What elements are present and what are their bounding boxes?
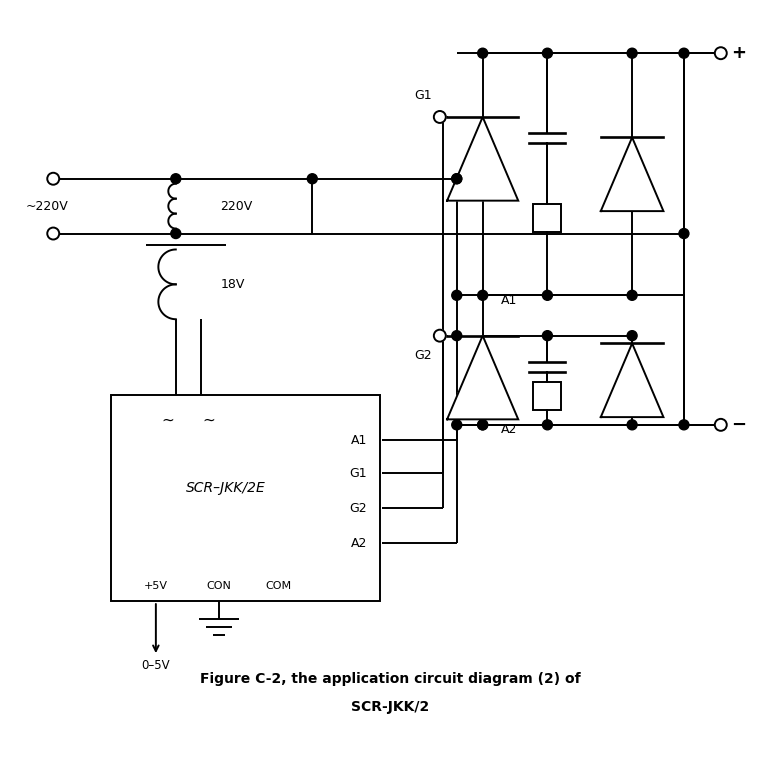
Bar [111, 395, 380, 601]
Text: CON: CON [206, 581, 231, 591]
Text: SCR-JKK/2: SCR-JKK/2 [351, 700, 430, 713]
Circle shape [48, 228, 59, 240]
Text: +5V: +5V [144, 581, 168, 591]
Polygon shape [447, 117, 519, 200]
Text: COM: COM [266, 581, 291, 591]
Text: SCR–JKK/2E: SCR–JKK/2E [186, 481, 266, 495]
Circle shape [715, 47, 727, 59]
Circle shape [543, 49, 552, 58]
Circle shape [451, 174, 462, 184]
Text: ~: ~ [202, 412, 215, 427]
Text: 0–5V: 0–5V [141, 660, 170, 672]
Text: A1: A1 [501, 294, 517, 307]
Circle shape [478, 420, 487, 430]
Circle shape [679, 49, 689, 58]
Circle shape [48, 173, 59, 184]
Text: −: − [731, 416, 747, 434]
Circle shape [679, 420, 689, 430]
Polygon shape [601, 137, 663, 211]
Circle shape [478, 420, 487, 430]
Circle shape [451, 291, 462, 301]
Circle shape [478, 291, 487, 301]
Circle shape [627, 420, 637, 430]
Polygon shape [447, 335, 519, 420]
Text: G1: G1 [349, 467, 367, 480]
Circle shape [451, 174, 462, 184]
Circle shape [679, 228, 689, 238]
Circle shape [627, 331, 637, 341]
Circle shape [451, 331, 462, 341]
Circle shape [543, 420, 552, 430]
Circle shape [543, 291, 552, 301]
Circle shape [451, 420, 462, 430]
Text: A1: A1 [351, 434, 367, 447]
Text: G1: G1 [414, 89, 432, 102]
Text: A2: A2 [351, 537, 367, 550]
Bar [533, 204, 562, 231]
Text: ~: ~ [162, 412, 174, 427]
Circle shape [543, 331, 552, 341]
Circle shape [627, 291, 637, 301]
Text: 220V: 220V [220, 200, 253, 213]
Circle shape [478, 49, 487, 58]
Text: Figure C-2, the application circuit diagram (2) of: Figure C-2, the application circuit diag… [200, 672, 581, 686]
Polygon shape [601, 343, 663, 417]
Bar [533, 383, 562, 411]
Circle shape [171, 228, 180, 238]
Circle shape [433, 329, 446, 342]
Circle shape [715, 419, 727, 431]
Circle shape [627, 49, 637, 58]
Text: G2: G2 [414, 349, 432, 362]
Circle shape [307, 174, 317, 184]
Text: A2: A2 [501, 424, 517, 436]
Text: 18V: 18V [220, 278, 245, 291]
Text: ~220V: ~220V [25, 200, 68, 213]
Circle shape [171, 174, 180, 184]
Circle shape [433, 111, 446, 123]
Text: +: + [731, 44, 746, 62]
Text: G2: G2 [349, 502, 367, 515]
